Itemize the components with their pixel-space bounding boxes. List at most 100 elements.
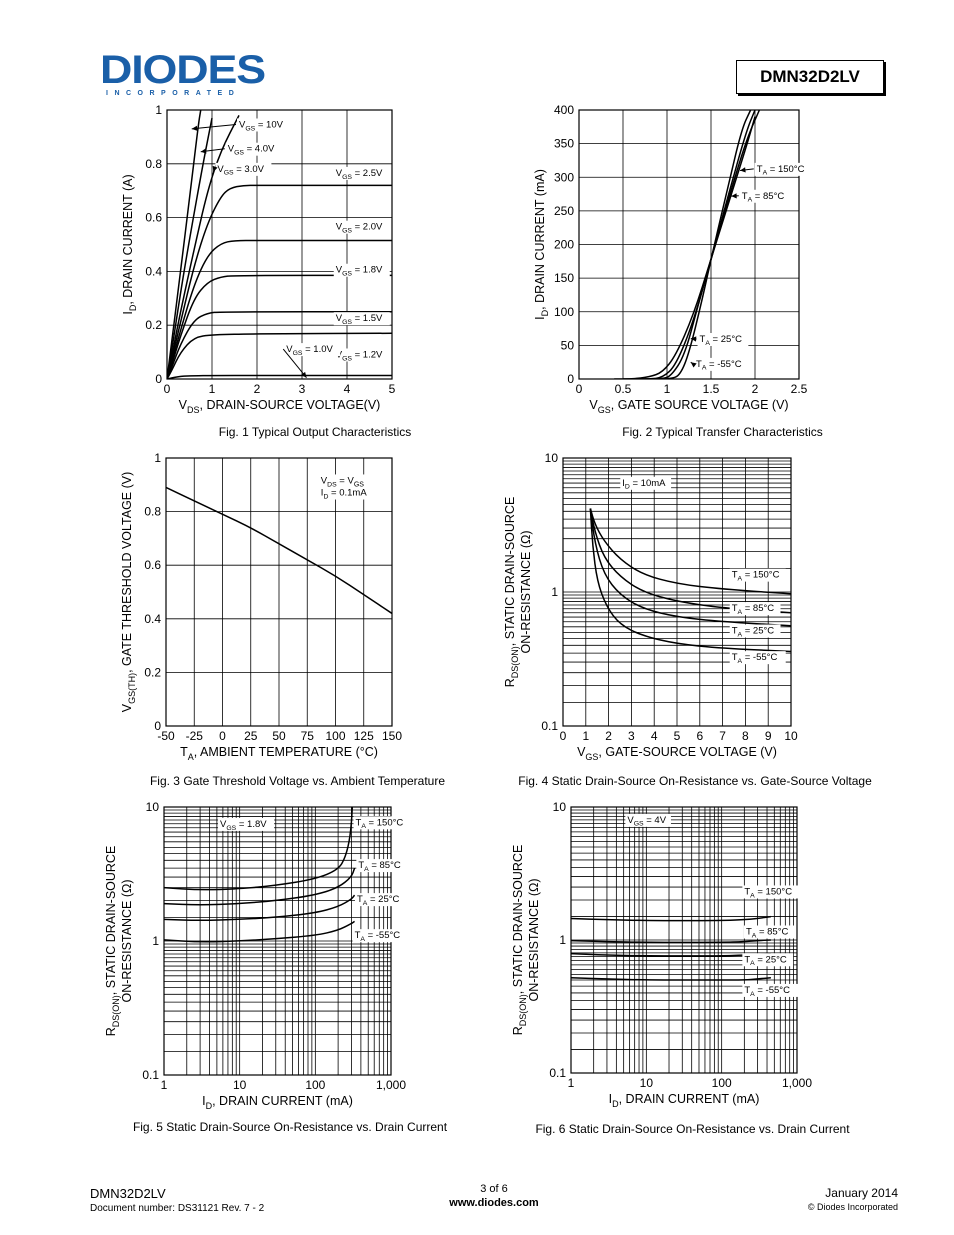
footer-doc-number: Document number: DS31121 Rev. 7 - 2 (90, 1203, 265, 1214)
annotation-label: TA = 25°C (742, 953, 794, 967)
y-tick-label: 200 (554, 238, 574, 252)
annotation-bg (742, 885, 799, 899)
series-line-2 (589, 508, 791, 614)
series-line-3 (164, 894, 356, 922)
fig6-caption: Fig. 6 Static Drain-Source On-Resistance… (535, 1122, 850, 1136)
annotation-text: VGS = 4.0V (228, 144, 275, 157)
series-line-1 (166, 486, 392, 615)
annotation-bg (694, 357, 751, 371)
x-tick-label: 1,000 (782, 1076, 812, 1090)
series-line-1 (164, 807, 354, 891)
x-tick-label: 1 (582, 729, 589, 743)
y-tick-label: 0.8 (145, 157, 162, 171)
annotation-bg (353, 816, 410, 830)
annotation-bg (697, 333, 749, 347)
x-tick-label: 100 (305, 1078, 325, 1092)
x-tick-label: 0 (560, 729, 567, 743)
x-tick-label: 1 (161, 1078, 168, 1092)
fig4-caption: Fig. 4 Static Drain-Source On-Resistance… (518, 774, 872, 788)
plot-frame (578, 109, 800, 380)
annotation-bg (318, 486, 375, 500)
y-tick-label: 1 (154, 451, 161, 465)
annotation-label: VGS = 2.0V (333, 220, 390, 235)
y-tick-label: 10 (553, 800, 567, 814)
x-tick-label: 2 (254, 382, 261, 396)
annotation-bg (333, 312, 390, 326)
annotation-label: TA = 85°C (356, 859, 408, 873)
annotation-label: VGS = 3.0V (215, 162, 272, 177)
y-axis-label-text: VGS(TH), GATE THRESHOLD VOLTAGE (V) (120, 472, 137, 713)
annotation-label: VDS = VGS (318, 474, 370, 488)
annotation-bg (333, 220, 390, 234)
x-tick-label: 10 (640, 1076, 654, 1090)
y-tick-label: 0.2 (144, 665, 161, 679)
x-tick-label: 8 (742, 729, 749, 743)
fig2-caption: Fig. 2 Typical Transfer Characteristics (622, 425, 823, 439)
y-axis-label: RDS(ON), STATIC DRAIN-SOURCE ON-RESISTANC… (503, 497, 533, 688)
series-line-6 (167, 274, 392, 379)
annotation-bg (284, 343, 341, 357)
plot-frame (166, 109, 393, 380)
annotation-arrowhead (690, 336, 697, 342)
series-line-1 (571, 915, 771, 922)
annotation-arrowhead (191, 125, 198, 131)
annotation-arrowhead (740, 167, 746, 173)
series-line-3 (571, 952, 771, 957)
x-tick-label: 3 (628, 729, 635, 743)
x-tick-label: 1 (568, 1076, 575, 1090)
series-line-3 (589, 508, 791, 627)
plot-frame (570, 806, 798, 1074)
annotation-bg (215, 162, 272, 176)
annotation-label: TA = 25°C (354, 893, 406, 907)
x-tick-label: 75 (301, 729, 315, 743)
footer-copyright: © Diodes Incorporated (807, 1202, 898, 1212)
annotation-label: TA = 85°C (739, 189, 791, 204)
annotation-label: TA = -55°C (352, 929, 409, 943)
y-tick-label: 0 (154, 719, 161, 733)
y-axis-label: RDS(ON), STATIC DRAIN-SOURCE ON-RESISTANC… (104, 846, 134, 1037)
annotation-text: VGS = 1.5V (336, 313, 383, 326)
fig2-chart: 0 0.5 1 1.5 2 2.5 0 50 100 150 200 250 300 350 400 VGS,… (533, 103, 811, 415)
footer-part: DMN32D2LV (90, 1186, 166, 1201)
annotation-label: VGS = 1.8V (333, 263, 390, 278)
annotation-label: TA = -55°C (742, 983, 799, 998)
annotation-bg (754, 162, 811, 176)
x-axis-label: VGS, GATE SOURCE VOLTAGE (V) (589, 398, 788, 415)
footer-center: 3 of 6 www.diodes.com (377, 1183, 611, 1209)
y-axis-label: ID, DRAIN CURRENT (mA) (533, 169, 550, 320)
footer-website[interactable]: www.diodes.com (449, 1197, 539, 1209)
plot-frame (562, 457, 792, 727)
annotation-bg (333, 263, 390, 277)
series-line-1 (589, 508, 791, 595)
series-line-2 (167, 117, 213, 379)
annotation-text: TA = -55°C (696, 359, 742, 372)
annotation-bg (356, 859, 408, 873)
annotation-bg (729, 624, 781, 638)
x-tick-label: 10 (233, 1078, 247, 1092)
series-line-4 (167, 184, 392, 379)
y-tick-label: 0.1 (549, 1066, 566, 1080)
annotation-text: ID = 10mA (622, 478, 666, 491)
annotation-text: TA = 150°C (744, 886, 792, 899)
annotation-arrowhead (200, 148, 207, 154)
y-tick-label: 0.1 (541, 719, 558, 733)
y-axis-label-line2: ON-RESISTANCE (Ω) (527, 878, 541, 1001)
x-tick-label: 6 (696, 729, 703, 743)
annotation-label: TA = -55°C (729, 651, 786, 665)
annotation-label: ID = 10mA (620, 476, 672, 491)
x-tick-label: 50 (272, 729, 286, 743)
annotation-label: TA = 150°C (742, 885, 799, 899)
annotation-bg (729, 568, 786, 582)
y-axis-label-line1: RDS(ON), STATIC DRAIN-SOURCE (511, 845, 528, 1036)
annotation-bg (742, 953, 794, 967)
y-axis-label-line1: RDS(ON), STATIC DRAIN-SOURCE (503, 497, 520, 688)
x-tick-label: 9 (765, 729, 772, 743)
annotation-label: VGS = 1.5V (333, 312, 390, 326)
x-tick-label: -25 (186, 729, 204, 743)
x-tick-label: 0 (219, 729, 226, 743)
annotation-bg (333, 166, 390, 180)
series-line-8 (167, 332, 392, 379)
annotation-arrowhead (212, 165, 218, 172)
y-axis-label: VGS(TH), GATE THRESHOLD VOLTAGE (V) (120, 472, 137, 713)
annotation-text: TA = 150°C (356, 817, 404, 830)
